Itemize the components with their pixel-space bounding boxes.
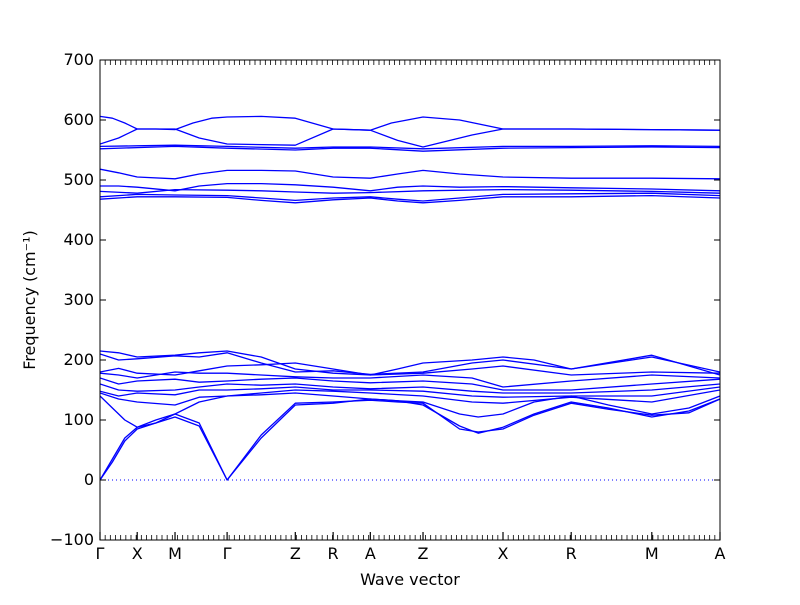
y-tick-label: 500 <box>63 170 94 189</box>
x-tick-label: X <box>132 544 143 563</box>
y-tick-label: 100 <box>63 410 94 429</box>
y-tick-label: 600 <box>63 110 94 129</box>
x-tick-label: M <box>168 544 182 563</box>
y-tick-label: 300 <box>63 290 94 309</box>
band-line-16 <box>100 386 720 398</box>
band-line-15 <box>100 383 720 394</box>
x-tick-label: R <box>328 544 339 563</box>
x-tick-label: Z <box>418 544 429 563</box>
y-tick-label: 0 <box>84 470 94 489</box>
band-line-20 <box>100 398 720 481</box>
plot-frame <box>99 59 721 541</box>
band-line-12 <box>100 362 720 376</box>
band-line-10 <box>100 350 720 376</box>
y-tick-label: 200 <box>63 350 94 369</box>
band-line-8 <box>100 192 720 202</box>
band-line-3 <box>100 144 720 150</box>
y-axis-title: Frequency (cm⁻¹) <box>20 230 39 369</box>
x-tick-label: R <box>566 544 577 563</box>
x-tick-label: Z <box>290 544 301 563</box>
band-line-13 <box>100 371 720 388</box>
band-line-6 <box>100 182 720 192</box>
band-line-11 <box>100 352 720 376</box>
y-tick-label: −100 <box>50 530 94 549</box>
x-tick-label: A <box>715 544 726 563</box>
band-line-14 <box>100 377 720 391</box>
x-tick-label: Γ <box>96 544 105 563</box>
y-tick-label: 400 <box>63 230 94 249</box>
x-tick-label: A <box>365 544 376 563</box>
x-tick-label: Γ <box>223 544 232 563</box>
band-line-5 <box>100 168 720 180</box>
x-tick-label: X <box>498 544 509 563</box>
band-line-17 <box>100 389 720 406</box>
label-layer: −100 0 100 200 300 400 500 600 700 Γ X M Γ Z R A Z X R M A <box>50 50 725 563</box>
y-tick-label: 700 <box>63 50 94 69</box>
x-axis-title: Wave vector <box>360 570 460 589</box>
band-line-7 <box>100 188 720 194</box>
band-line-2 <box>100 128 720 148</box>
series-layer <box>100 115 720 481</box>
band-line-4 <box>100 145 720 152</box>
band-line-19 <box>100 398 720 481</box>
band-line-9 <box>100 194 720 204</box>
x-tick-label: M <box>645 544 659 563</box>
